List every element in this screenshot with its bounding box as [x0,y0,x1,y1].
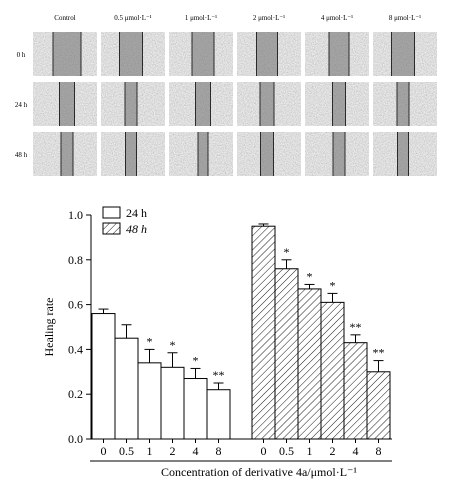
bar [160,366,185,440]
x-tick-label: 0 [101,444,107,458]
significance-marker: * [284,245,290,259]
legend-swatch-24h [102,206,121,219]
y-tick-label: 0.8 [68,253,83,267]
significance-marker: ** [373,346,385,360]
bar [320,301,345,440]
bar [274,268,299,440]
bar [114,337,139,440]
legend-label-48h: 48 h [126,222,147,236]
x-axis-label: Concentration of derivative 4a/μmol·L⁻¹ [161,465,357,479]
bars-layer: * *********** [91,223,391,440]
bar [251,225,276,440]
x-tick-label: 1 [147,444,153,458]
significance-marker: ** [213,368,225,382]
significance-marker: * [307,269,313,283]
y-axis-label: Healing rate [42,298,56,357]
y-tick-label: 0.2 [68,387,83,401]
micrograph-column-label: 1 μmol·L⁻¹ [185,14,217,22]
x-tick-label: 1 [307,444,313,458]
significance-marker: * [147,334,153,348]
scratch-gap [53,32,81,76]
bar [137,362,162,440]
scratch-gap [397,132,409,176]
y-tick-label: 0.6 [68,298,83,312]
x-tick-label: 8 [216,444,222,458]
significance-marker: * [330,278,336,292]
micrograph-column-label: 2 μmol·L⁻¹ [253,14,285,22]
x-tick-label: 0 [261,444,267,458]
scratch-gap [192,32,214,76]
scratch-gap [59,82,75,126]
scratch-gap [329,32,349,76]
micrograph-row-label: 0 h [17,51,26,59]
y-tick-label: 1.0 [68,208,83,222]
scratch-gap [119,32,143,76]
bar [343,342,368,440]
scratch-gap [198,132,208,176]
micrograph-column-label: 8 μmol·L⁻¹ [389,14,421,22]
y-tick-label: 0.4 [68,342,83,356]
scratch-gap [332,82,346,126]
x-tick-label: 8 [376,444,382,458]
micrograph-row-label: 48 h [15,151,28,159]
scratch-gap [397,82,409,126]
micrograph-panel: Control 0.5 μmol·L⁻¹ 1 μmol·L⁻¹ 2 μmol·L⁻¹ 4… [15,14,437,176]
legend-label-24h: 24 h [126,206,147,220]
x-tick-label: 4 [353,444,359,458]
scratch-gap [61,132,73,176]
micrograph-column-label: Control [54,14,75,22]
bar [206,389,231,440]
micrograph-row-label: 24 h [15,101,28,109]
x-tick-label: 2 [330,444,336,458]
significance-marker: ** [350,320,362,334]
scratch-gap [260,132,274,176]
x-tick-label: 0.5 [279,444,294,458]
legend: 24 h 48 h [102,206,147,236]
x-tick-label: 0.5 [119,444,134,458]
significance-marker: * [193,353,199,367]
scratch-gap [333,132,345,176]
y-tick-label: 0.0 [68,432,83,446]
x-tick-label: 2 [170,444,176,458]
legend-swatch-48h [102,222,121,235]
scratch-gap [391,32,415,76]
scratch-gap [260,82,274,126]
axes-layer: 0.0 0.2 0.4 0.6 0.8 1.0 0 0.5 1 2 4 8 0 0.5 1 2 4 8 [68,208,392,462]
significance-marker: * [170,338,176,352]
micrograph-column-label: 0.5 μmol·L⁻¹ [114,14,152,22]
scratch-gap [195,82,211,126]
bar [297,288,322,440]
x-tick-label: 4 [193,444,199,458]
healing-rate-chart: * *********** 0.00.20.40.60.81.00 0.5 1 2 4 8 0… [42,206,392,479]
scratch-gap [125,82,137,126]
scratch-gap [256,32,278,76]
scratch-gap [125,132,137,176]
bar [366,371,391,440]
bar [183,378,208,440]
micrograph-column-label: 4 μmol·L⁻¹ [321,14,353,22]
bar [91,313,116,440]
